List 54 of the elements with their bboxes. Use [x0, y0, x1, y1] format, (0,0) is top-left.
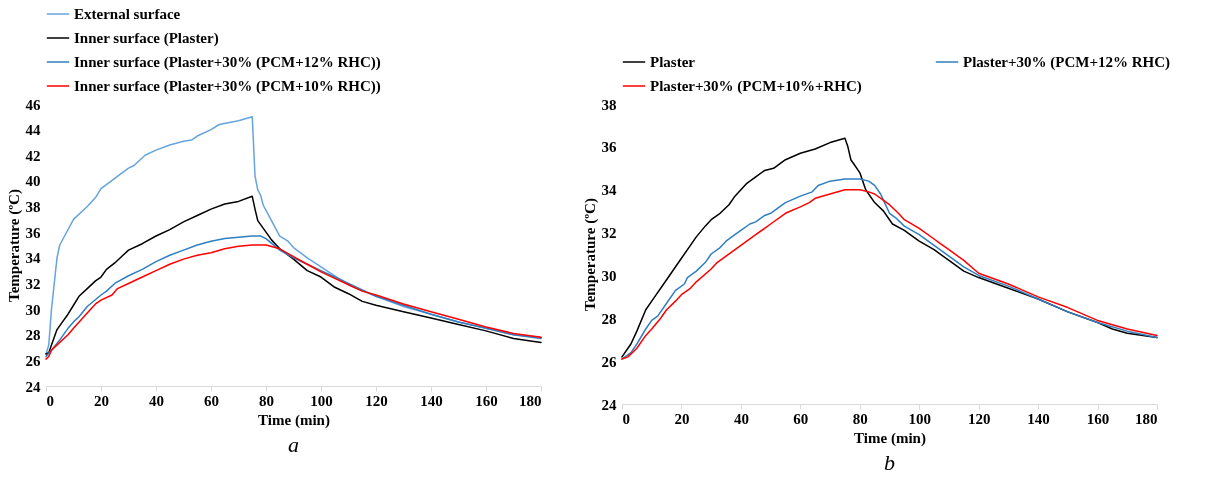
x-tick-label: 60 — [793, 410, 809, 427]
x-tick-label: 0 — [622, 410, 630, 427]
x-tick-label: 80 — [852, 410, 868, 427]
line-series — [45, 195, 542, 355]
legend-label: Inner surface (Plaster+30% (PCM+12% RHC)) — [74, 54, 381, 71]
x-tick-label: 120 — [967, 410, 991, 427]
legend-label: Plaster — [650, 54, 696, 70]
x-tick-label: 100 — [908, 410, 931, 427]
x-tick-label: 120 — [365, 392, 388, 409]
text: b — [884, 450, 895, 475]
legend-label: Inner surface (Plaster) — [74, 30, 219, 47]
y-tick-label: 32 — [25, 275, 41, 292]
y-axis-title: Temperature (ºC) — [5, 189, 23, 302]
legend-label: Inner surface (Plaster+30% (PCM+10% RHC)) — [74, 78, 381, 95]
y-tick-label: 36 — [25, 224, 41, 241]
y-tick-label: 30 — [25, 301, 41, 318]
x-tick-label: 60 — [204, 392, 219, 409]
x-tick-label: 180 — [519, 392, 542, 409]
x-tick-label: 20 — [94, 392, 109, 409]
x-tick-label: 160 — [475, 392, 498, 409]
y-tick-label: 28 — [25, 327, 41, 344]
x-tick-label: 40 — [733, 410, 749, 427]
x-tick-label: 140 — [1027, 410, 1050, 427]
y-tick-label: 24 — [25, 378, 41, 395]
x-tick-label: 40 — [149, 392, 164, 409]
y-tick-label: 26 — [25, 352, 41, 369]
x-axis-title: Time (min) — [854, 429, 926, 447]
y-tick-label: 34 — [601, 182, 617, 199]
y-axis-title: Temperature (ºC) — [581, 198, 599, 311]
x-tick-label: 180 — [1135, 410, 1158, 427]
y-tick-label: 44 — [25, 122, 41, 139]
y-tick-label: 28 — [601, 310, 617, 327]
text: a — [288, 432, 299, 457]
y-tick-label: 46 — [25, 96, 41, 113]
y-tick-label: 34 — [25, 250, 41, 267]
legend-label: External surface — [74, 6, 181, 22]
y-tick-label: 26 — [601, 353, 617, 370]
legend-label: Plaster+30% (PCM+10%+RHC) — [650, 78, 862, 95]
x-tick-label: 80 — [259, 392, 274, 409]
y-tick-label: 24 — [601, 396, 617, 413]
y-tick-label: 42 — [25, 147, 41, 164]
x-tick-label: 20 — [674, 410, 690, 427]
x-tick-label: 0 — [46, 392, 54, 409]
x-tick-label: 160 — [1086, 410, 1110, 427]
y-tick-label: 36 — [601, 139, 617, 156]
y-tick-label: 32 — [601, 225, 617, 242]
x-axis-title: Time (min) — [258, 411, 330, 429]
x-tick-label: 140 — [420, 392, 443, 409]
y-tick-label: 38 — [601, 96, 617, 113]
y-tick-label: 40 — [25, 173, 41, 190]
x-tick-label: 100 — [310, 392, 333, 409]
legend-label: Plaster+30% (PCM+12% RHC) — [963, 54, 1171, 71]
y-tick-label: 30 — [601, 267, 617, 284]
y-tick-label: 38 — [25, 199, 41, 216]
